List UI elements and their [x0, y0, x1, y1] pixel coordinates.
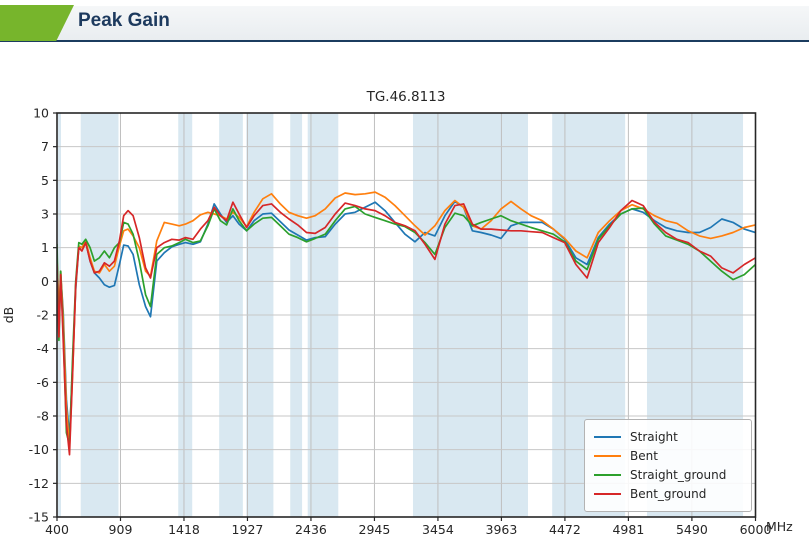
- x-tick-label: 3454: [422, 522, 454, 537]
- chart-title: TG.46.8113: [366, 89, 446, 105]
- y-axis-label: dB: [1, 307, 16, 324]
- y-tick-label: -10: [29, 442, 49, 457]
- x-tick-label: 1927: [232, 522, 264, 537]
- legend-line-swatch: [594, 455, 621, 457]
- chart-legend: Straight Bent Straight_ground Bent_ground: [584, 419, 752, 512]
- page-title: Peak Gain: [78, 10, 170, 31]
- y-tick-label: -12: [29, 476, 49, 491]
- legend-label: Bent_ground: [630, 487, 707, 501]
- y-tick-label: 3: [41, 207, 49, 222]
- y-tick-label: 7: [41, 139, 49, 154]
- x-tick-label: 1418: [168, 522, 200, 537]
- x-tick-label: 5490: [676, 522, 708, 537]
- y-tick-label: -15: [29, 510, 49, 525]
- legend-item: Straight: [594, 428, 742, 446]
- x-tick-label: 909: [109, 522, 133, 537]
- legend-item: Bent_ground: [594, 485, 742, 503]
- x-tick-label: 2945: [359, 522, 391, 537]
- legend-label: Bent: [630, 449, 658, 463]
- legend-line-swatch: [594, 474, 621, 476]
- y-tick-label: -2: [37, 308, 49, 323]
- y-tick-label: 0: [41, 274, 49, 289]
- x-axis-unit: MHz: [766, 519, 793, 534]
- legend-line-swatch: [594, 436, 621, 438]
- y-tick-label: -4: [37, 341, 50, 356]
- series-line-bent: [57, 191, 756, 449]
- x-tick-label: 400: [45, 522, 69, 537]
- x-tick-label: 2436: [295, 522, 327, 537]
- page-header: Peak Gain: [0, 5, 809, 42]
- x-tick-label: 3963: [486, 522, 518, 537]
- legend-line-swatch: [594, 493, 621, 495]
- y-tick-label: 1: [41, 240, 49, 255]
- legend-item: Straight_ground: [594, 466, 742, 484]
- y-tick-label: 5: [41, 173, 49, 188]
- legend-label: Straight: [630, 430, 678, 444]
- legend-label: Straight_ground: [630, 468, 727, 482]
- series-line-straight_ground: [57, 205, 756, 446]
- y-tick-label: 10: [33, 106, 49, 121]
- y-tick-label: -6: [37, 375, 50, 390]
- legend-item: Bent: [594, 447, 742, 465]
- y-tick-label: -8: [37, 409, 50, 424]
- series-line-bent_ground: [57, 199, 756, 456]
- x-tick-label: 6000: [740, 522, 772, 537]
- x-tick-label: 4981: [612, 522, 644, 537]
- series-line-straight: [57, 200, 756, 439]
- x-tick-label: 4472: [549, 522, 581, 537]
